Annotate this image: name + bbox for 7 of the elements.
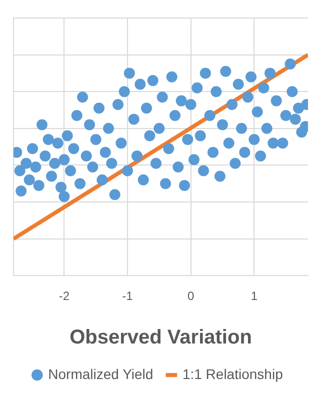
x-axis-title: Observed Variation bbox=[70, 326, 252, 349]
legend-label: 1:1 Relationship bbox=[182, 366, 284, 382]
x-tick-label: -2 bbox=[58, 289, 70, 304]
legend-label: Normalized Yield bbox=[48, 366, 154, 382]
x-tick-label: -1 bbox=[122, 289, 134, 304]
x-tick-label: 0 bbox=[187, 289, 194, 304]
x-tick-label: 1 bbox=[250, 289, 258, 304]
